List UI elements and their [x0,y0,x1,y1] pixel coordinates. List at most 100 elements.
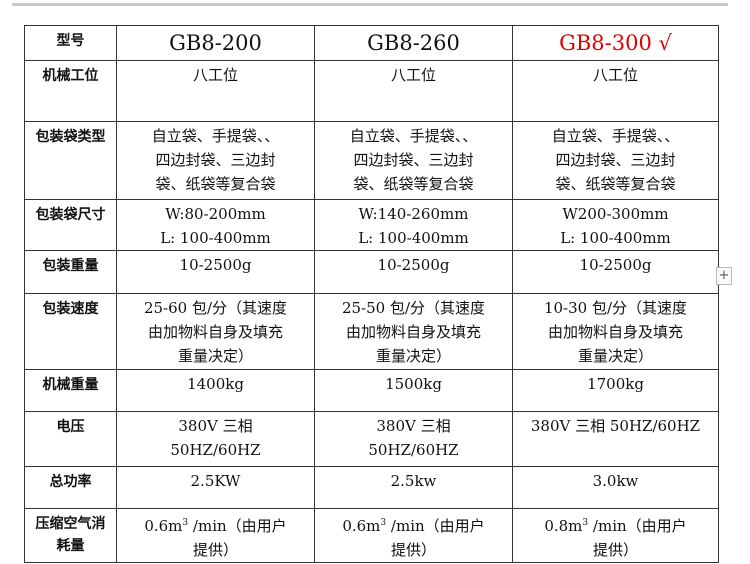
table-row: 型号 GB8-200 GB8-260 GB8-300 √ [24,25,719,61]
cell-text: 四边封袋、三边封 [155,151,276,169]
table-row: 压缩空气消耗量 0.6m3 /min（由用户 提供） 0.6m3 /min（由用户 提供… [24,508,719,563]
table-cell: 0.6m3 /min（由用户 提供） [116,508,315,563]
table-cell: 10-2500g [512,250,719,294]
page-divider [12,3,728,6]
table-cell: 3.0kw [512,466,719,509]
table-cell: 380V 三相 50HZ/60HZ [314,411,513,467]
air-unit: /min（由用户 [390,517,485,535]
air-unit: /min（由用户 [192,517,287,535]
cell-text: 0.8m3 /min（由用户 [515,511,716,538]
table-cell: 10-30 包/分（其速度 由加物料自身及填充 重量决定） [512,293,719,370]
table-cell: 10-2500g [116,250,315,294]
row-label-text: 包装重量 [42,258,99,274]
cell-text: 八工位 [390,66,436,84]
cell-text: 25-50 包/分（其速度 [341,299,486,317]
cell-text: 由加物料自身及填充 [547,323,683,341]
model-name: GB8-260 [314,25,513,61]
table-cell: 25-50 包/分（其速度 由加物料自身及填充 重量决定） [314,293,513,370]
cell-text: 提供） [592,541,638,559]
model-name-text: GB8-300 √ [559,31,672,55]
table-cell: 自立袋、手提袋、、 四边封袋、三边封 袋、纸袋等复合袋 [116,121,315,200]
cell-text: 袋、纸袋等复合袋 [555,175,676,193]
cell-text: 10-2500g [377,256,450,274]
cell-text: L: 100-400mm [560,229,671,247]
model-name-text: GB8-200 [169,31,262,55]
cell-text: W:80-200mm [165,205,266,223]
table-cell: W200-300mm L: 100-400mm [512,199,719,251]
table-row: 机械工位 八工位 八工位 八工位 [24,60,719,122]
cell-text: 八工位 [592,66,638,84]
add-row-button[interactable]: + [716,267,732,285]
row-label-text: 电压 [56,419,85,435]
table-row: 包装重量 10-2500g 10-2500g 10-2500g [24,250,719,294]
table-cell: 0.8m3 /min（由用户提供） [512,508,719,563]
cell-text: 2.5kw [390,472,437,490]
table-cell: W:80-200mm L: 100-400mm [116,199,315,251]
cell-text: 2.5KW [190,472,241,490]
table-cell: 2.5KW [116,466,315,509]
model-name: GB8-200 [116,25,315,61]
cell-text: 四边封袋、三边封 [353,151,474,169]
table-cell: 25-60 包/分（其速度 由加物料自身及填充 重量决定） [116,293,315,370]
cell-text: 自立袋、手提袋、、 [349,127,478,145]
cell-text: 由加物料自身及填充 [147,323,283,341]
row-label: 电压 [24,411,117,467]
cell-text: L: 100-400mm [160,229,271,247]
table-cell: 八工位 [314,60,513,122]
air-value: 0.6m [342,517,381,535]
row-label: 压缩空气消耗量 [24,508,117,563]
table-cell: 自立袋、手提袋、、 四边封袋、三边封 袋、纸袋等复合袋 [314,121,513,200]
table-row: 机械重量 1400kg 1500kg 1700kg [24,369,719,412]
row-label: 型号 [24,25,117,61]
row-label-text: 包装袋类型 [35,129,106,145]
row-label-text: 总功率 [49,474,92,490]
row-label-text: 型号 [56,33,85,49]
cell-text: 袋、纸袋等复合袋 [155,175,276,193]
table-cell: 0.6m3 /min（由用户 提供） [314,508,513,563]
table-row: 包装速度 25-60 包/分（其速度 由加物料自身及填充 重量决定） 25-50 包/分… [24,293,719,370]
table-cell: 自立袋、手提袋、、 四边封袋、三边封 袋、纸袋等复合袋 [512,121,719,200]
cell-text: 10-30 包/分（其速度 [543,299,688,317]
cell-text: 3.0kw [592,472,639,490]
table-cell: W:140-260mm L: 100-400mm [314,199,513,251]
cell-text: 袋、纸袋等复合袋 [353,175,474,193]
cell-text: L: 100-400mm [358,229,469,247]
table-cell: 1400kg [116,369,315,412]
table-cell: 八工位 [116,60,315,122]
model-name: GB8-300 √ [512,25,719,61]
cell-text: 自立袋、手提袋、、 [551,127,680,145]
air-value: 0.6m [144,517,183,535]
table-row: 电压 380V 三相 50HZ/60HZ 380V 三相 50HZ/60HZ 380V 三… [24,411,719,467]
row-label: 机械工位 [24,60,117,122]
cell-text: 由加物料自身及填充 [345,323,481,341]
table-row: 总功率 2.5KW 2.5kw 3.0kw [24,466,719,509]
table-cell: 2.5kw [314,466,513,509]
cell-text: 重量决定） [375,347,451,365]
unit-superscript: 3 [582,518,589,528]
cell-text: 八工位 [192,66,238,84]
cell-text: 1700kg [587,375,644,393]
row-label: 包装重量 [24,250,117,294]
row-label: 总功率 [24,466,117,509]
row-label: 包装袋类型 [24,121,117,200]
table-cell: 1700kg [512,369,719,412]
cell-text: 0.6m3 /min（由用户 [317,511,510,538]
row-label-text: 包装袋尺寸 [35,207,106,223]
cell-text: 25-60 包/分（其速度 [143,299,288,317]
table-cell: 八工位 [512,60,719,122]
table-cell: 380V 三相 50HZ/60HZ [512,411,719,467]
cell-text: 50HZ/60HZ [170,441,261,459]
cell-text: 重量决定） [177,347,253,365]
cell-text: 380V 三相 50HZ/60HZ [530,417,701,435]
cell-text: 重量决定） [577,347,653,365]
cell-text: 1500kg [385,375,442,393]
cell-text: W:140-260mm [358,205,469,223]
row-label-text: 压缩空气消耗量 [35,516,106,554]
cell-text: 自立袋、手提袋、、 [151,127,280,145]
cell-text: 380V 三相 [376,417,451,435]
row-label: 包装速度 [24,293,117,370]
row-label: 机械重量 [24,369,117,412]
air-unit: /min（由用户 [592,517,687,535]
row-label: 包装袋尺寸 [24,199,117,251]
cell-text: 0.6m3 /min（由用户 [119,511,312,538]
